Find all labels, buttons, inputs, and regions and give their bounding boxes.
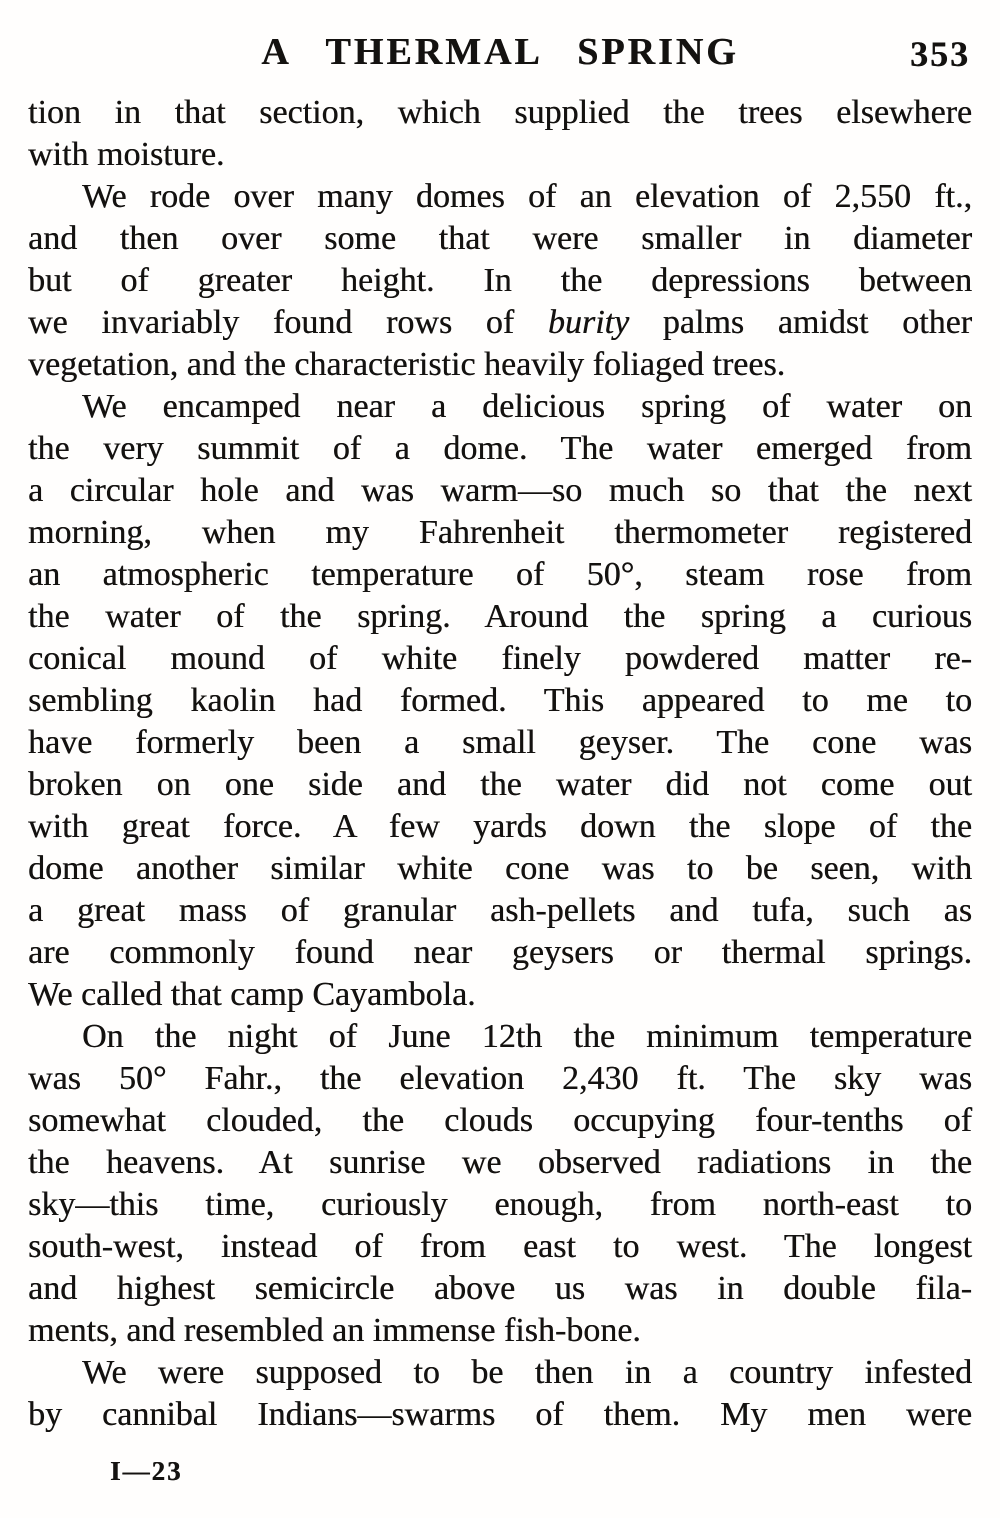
text-line: vegetation, and the characteristic heavi…: [28, 346, 786, 383]
paragraph: tion in that section, which supplied the…: [28, 92, 972, 176]
text-line: We called that camp Cayambola.: [28, 976, 476, 1013]
running-head: A THERMAL SPRING 353: [28, 30, 972, 82]
text-line: morning, when my Fahrenheit thermometer …: [28, 514, 972, 551]
text-line: we invariably found rows of burity palms…: [28, 302, 972, 344]
text-line: and highest semicircle above us was in d…: [28, 1270, 972, 1307]
text-line: tion in that section, which supplied the…: [28, 94, 972, 131]
paragraph: On the night of June 12th the minimum te…: [28, 1016, 972, 1352]
text-line: and then over some that were smaller in …: [28, 220, 972, 257]
italic-word: burity: [547, 304, 630, 341]
text-line: but of greater height. In the depression…: [28, 262, 972, 299]
text-line: conical mound of white finely powdered m…: [28, 640, 972, 677]
text-line: We were supposed to be then in a country…: [82, 1354, 972, 1391]
text-line: On the night of June 12th the minimum te…: [82, 1018, 972, 1055]
text-line: with moisture.: [28, 136, 225, 173]
page-title: A THERMAL SPRING: [261, 31, 739, 73]
text-line: ments, and resembled an immense fish-bon…: [28, 1312, 641, 1349]
paragraph: We rode over many domes of an elevation …: [28, 176, 972, 386]
text-line: by cannibal Indians—swarms of them. My m…: [28, 1396, 972, 1433]
text-line: We encamped near a delicious spring of w…: [82, 388, 972, 425]
page-number: 353: [910, 34, 970, 74]
text-line: south-west, instead of from east to west…: [28, 1228, 972, 1265]
text-block: tion in that section, which supplied the…: [28, 92, 972, 1436]
text-line: have formerly been a small geyser. The c…: [28, 724, 972, 761]
text-line: was 50° Fahr., the elevation 2,430 ft. T…: [28, 1060, 972, 1097]
text-line: the very summit of a dome. The water eme…: [28, 430, 972, 467]
text-segment: we invariably found rows of: [28, 304, 548, 341]
text-line: the water of the spring. Around the spri…: [28, 598, 972, 635]
text-line: dome another similar white cone was to b…: [28, 850, 972, 887]
text-line: somewhat clouded, the clouds occupying f…: [28, 1102, 972, 1139]
text-line: sembling kaolin had formed. This appeare…: [28, 682, 972, 719]
text-line: sky—this time, curiously enough, from no…: [28, 1186, 972, 1223]
text-line: the heavens. At sunrise we observed radi…: [28, 1144, 972, 1181]
text-line: a circular hole and was warm—so much so …: [28, 472, 972, 509]
text-line: an atmospheric temperature of 50°, steam…: [28, 556, 972, 593]
text-line: with great force. A few yards down the s…: [28, 808, 972, 845]
text-line: are commonly found near geysers or therm…: [28, 934, 972, 971]
paragraph: We were supposed to be then in a country…: [28, 1352, 972, 1436]
text-line: broken on one side and the water did not…: [28, 766, 972, 803]
text-line: a great mass of granular ash-pellets and…: [28, 892, 972, 929]
signature-mark: I—23: [110, 1456, 183, 1486]
paragraph: We encamped near a delicious spring of w…: [28, 386, 972, 1016]
text-line: We rode over many domes of an elevation …: [82, 178, 972, 215]
text-segment: palms amidst other: [629, 304, 972, 341]
